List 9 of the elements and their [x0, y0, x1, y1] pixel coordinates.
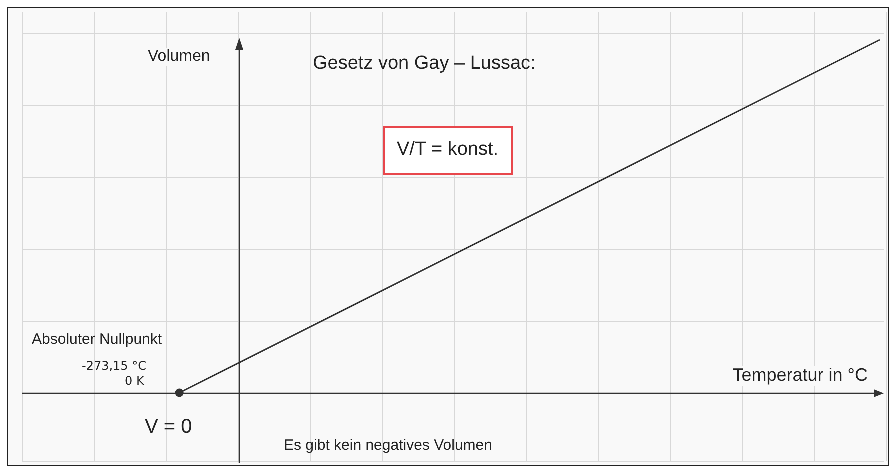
annotation: V/T = konst.	[383, 126, 513, 175]
annotation: Gesetz von Gay – Lussac:	[313, 53, 536, 75]
text: V = 0	[145, 416, 192, 438]
text: Es gibt kein negatives Volumen	[284, 437, 492, 454]
annotation: Volumen	[148, 48, 210, 66]
annotation: -273,15 °C	[82, 359, 147, 374]
annotation: Absoluter Nullpunkt	[32, 331, 162, 348]
annotation: 0 K	[125, 374, 144, 388]
annotation: Temperatur in °C	[732, 365, 868, 386]
